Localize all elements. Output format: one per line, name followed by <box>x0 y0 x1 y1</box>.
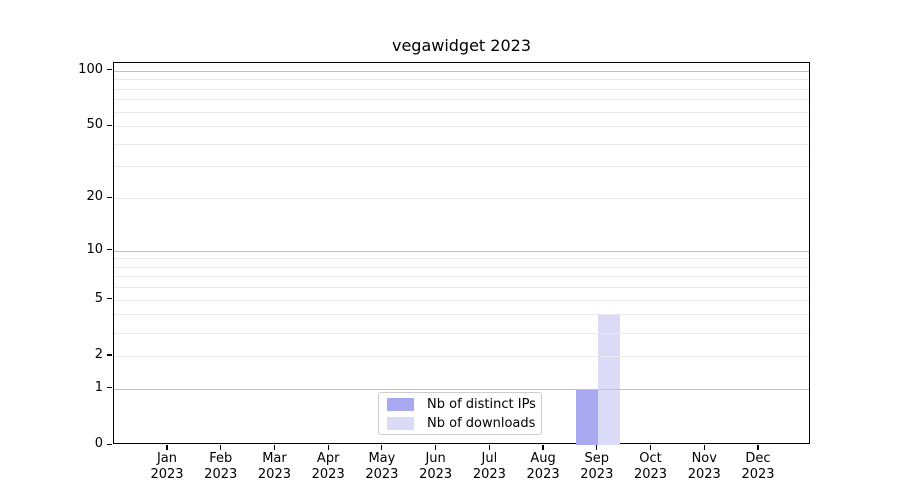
x-tick-label: Nov 2023 <box>687 451 721 482</box>
y-tick-mark <box>107 443 112 445</box>
x-tick-mark <box>166 445 168 450</box>
legend-swatch <box>387 416 414 430</box>
legend-item: Nb of distinct IPs <box>387 396 536 412</box>
minor-gridline <box>114 287 809 289</box>
y-tick-label: 50 <box>86 117 103 133</box>
minor-gridline <box>114 166 809 168</box>
y-tick-label: 20 <box>86 189 103 205</box>
minor-gridline <box>114 111 809 113</box>
chart-title: vegawidget 2023 <box>391 36 532 55</box>
x-tick-label: Mar 2023 <box>257 451 291 482</box>
y-tick-label: 2 <box>94 346 103 362</box>
x-tick-label: Sep 2023 <box>580 451 614 482</box>
y-tick-mark <box>107 298 112 300</box>
plot-area <box>113 62 810 445</box>
x-tick-mark <box>381 445 383 450</box>
minor-gridline <box>114 143 809 145</box>
y-tick-mark <box>107 249 112 251</box>
minor-gridline <box>114 258 809 260</box>
y-tick-label: 5 <box>94 290 103 306</box>
x-tick-label: Apr 2023 <box>311 451 345 482</box>
x-tick-mark <box>273 445 276 450</box>
major-gridline <box>114 70 809 72</box>
x-tick-label: May 2023 <box>365 451 399 482</box>
legend-swatch <box>387 397 414 411</box>
bar-downloads <box>597 314 620 445</box>
minor-gridline <box>114 88 809 90</box>
legend-item: Nb of downloads <box>387 415 536 431</box>
minor-gridline <box>114 99 809 101</box>
legend: Nb of distinct IPs Nb of downloads <box>378 392 542 435</box>
y-tick-label: 0 <box>94 436 103 451</box>
x-tick-label: Jan 2023 <box>150 451 184 482</box>
y-tick-mark <box>107 196 112 198</box>
minor-gridline <box>114 355 809 357</box>
minor-gridline <box>114 332 809 334</box>
x-tick-mark <box>220 445 222 450</box>
x-tick-mark <box>596 445 598 450</box>
x-tick-mark <box>703 445 705 450</box>
x-tick-label: Jul 2023 <box>472 451 506 482</box>
x-tick-label: Dec 2023 <box>741 451 775 482</box>
minor-gridline <box>114 79 809 81</box>
y-tick-mark <box>107 69 112 71</box>
major-gridline <box>114 250 809 252</box>
bar-distinct-ips <box>575 388 598 445</box>
y-tick-mark <box>107 354 112 356</box>
y-tick-label: 100 <box>78 61 103 77</box>
major-gridline <box>114 388 809 390</box>
x-tick-label: Jun 2023 <box>419 451 453 482</box>
x-tick-mark <box>488 445 490 450</box>
x-tick-mark <box>327 445 329 450</box>
minor-gridline <box>114 266 809 268</box>
x-tick-mark <box>435 445 437 450</box>
x-tick-label: Aug 2023 <box>526 451 560 482</box>
minor-gridline <box>114 126 809 128</box>
y-tick-label: 1 <box>94 379 103 395</box>
legend-label: Nb of downloads <box>427 415 536 431</box>
minor-gridline <box>114 299 809 301</box>
minor-gridline <box>114 276 809 278</box>
minor-gridline <box>114 314 809 316</box>
y-tick-label: 10 <box>86 241 103 257</box>
x-tick-label: Feb 2023 <box>204 451 238 482</box>
x-tick-mark <box>757 445 759 450</box>
minor-gridline <box>114 198 809 200</box>
x-tick-mark <box>542 445 544 450</box>
y-tick-mark <box>107 387 112 389</box>
legend-label: Nb of distinct IPs <box>427 396 536 412</box>
x-tick-label: Oct 2023 <box>633 451 668 482</box>
x-tick-mark <box>649 445 652 450</box>
y-tick-mark <box>107 124 112 126</box>
